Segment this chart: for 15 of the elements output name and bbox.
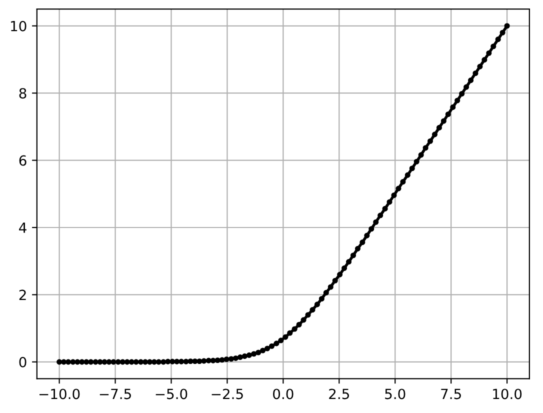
y-tick-label: 6: [19, 155, 26, 166]
x-tick-label: 5.0: [385, 388, 406, 400]
x-tick-label: 10.0: [493, 388, 522, 400]
x-tick-label: −10.0: [40, 388, 80, 400]
y-tick-label: 2: [19, 290, 26, 300]
x-tick-label: −2.5: [212, 388, 243, 400]
y-tick-label: 4: [19, 222, 26, 233]
x-tick-label: −5.0: [156, 388, 188, 400]
x-tick-label: −7.5: [100, 388, 131, 400]
x-tick-label: 2.5: [329, 388, 349, 400]
x-tick-label: 7.5: [441, 388, 461, 400]
y-tick-label: 0: [19, 356, 26, 368]
y-tick-label: 10: [11, 20, 26, 32]
x-tick-label: 0.0: [273, 388, 294, 400]
y-tick-label: 8: [19, 88, 26, 99]
